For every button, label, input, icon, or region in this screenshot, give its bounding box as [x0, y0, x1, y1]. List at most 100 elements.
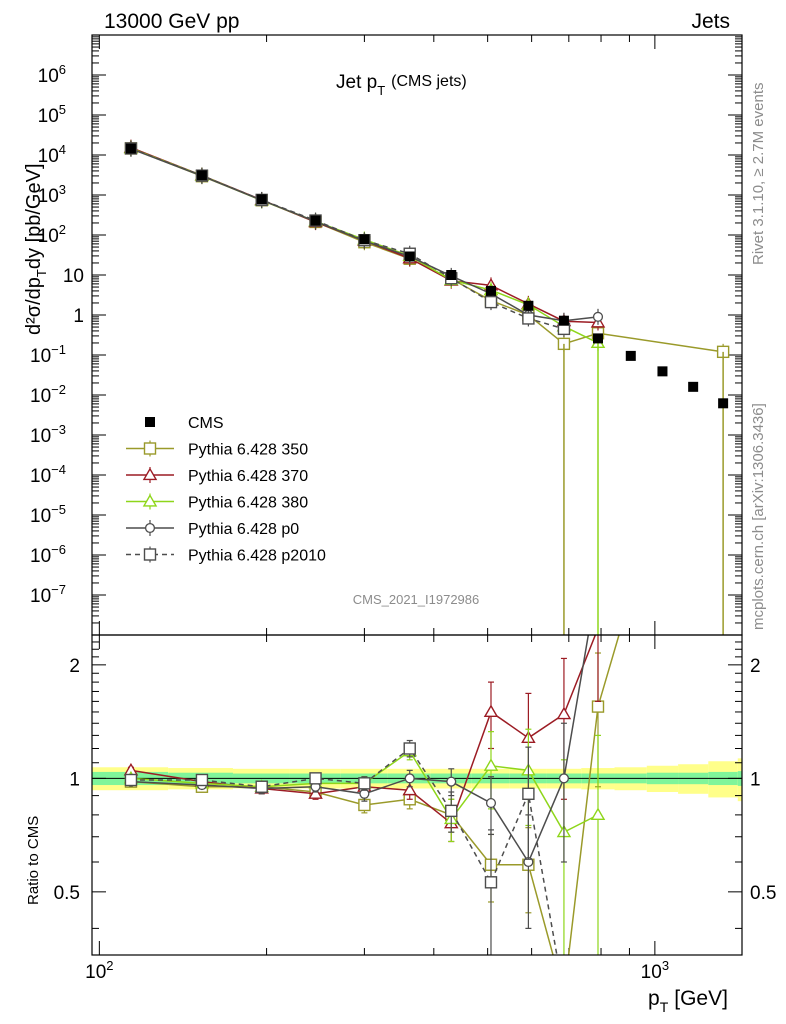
ratio-marker: [255, 780, 268, 793]
ratio-tick-label: 0.5: [54, 883, 80, 904]
mcplots-label: mcplots.cern.ch [arXiv:1306.3436]: [750, 403, 767, 630]
ratio-marker: [591, 700, 605, 713]
legend-label: Pythia 6.428 p2010: [188, 548, 326, 565]
ratio-marker: [718, 274, 729, 285]
legend-label: Pythia 6.428 370: [188, 468, 308, 485]
data-point: [125, 143, 136, 154]
ratio-marker: [485, 797, 497, 809]
legend-label: Pythia 6.428 350: [188, 442, 308, 459]
ratio-marker: [402, 782, 417, 796]
x-axis-label: pT [GeV]: [648, 987, 728, 1015]
y-tick-label: 10−5: [30, 502, 66, 527]
ratio-marker: [403, 742, 416, 755]
main-frame: [91, 34, 743, 636]
data-point: [404, 251, 415, 262]
series-line: [130, 147, 565, 330]
ratio-marker: [404, 773, 415, 784]
legend-label: CMS: [188, 415, 224, 432]
ratio-marker: [445, 804, 458, 818]
ratio-line: [130, 747, 558, 955]
data-point: [718, 398, 729, 409]
data-point: [446, 270, 457, 280]
series-marker: [592, 311, 604, 322]
y-tick-label: 106: [38, 62, 66, 87]
ratio-tick-label-right: 2: [750, 656, 761, 677]
ratio-marker: [558, 773, 569, 784]
legend-item-cms: CMS: [145, 415, 224, 432]
data-point: [310, 215, 321, 226]
data-point: [776, 433, 786, 443]
y-tick-label: 10−1: [30, 342, 66, 367]
ratio-tick-label-right: 0.5: [750, 883, 776, 904]
data-point: [657, 366, 668, 377]
rivet-label: Rivet 3.1.10, ≥ 2.7M events: [750, 83, 767, 266]
y-axis-label: d²σ/dpTdy [pb/GeV]: [23, 163, 49, 335]
y-tick-label: 10: [63, 266, 84, 287]
legend-label: Pythia 6.428 p0: [188, 521, 299, 538]
ratio-marker: [308, 786, 323, 799]
ratio-marker: [358, 777, 371, 790]
main-plot-series: [123, 139, 786, 635]
data-point: [592, 333, 603, 344]
y-tick-label: 10−3: [30, 422, 66, 447]
ratio-plot-series: [123, 274, 729, 955]
y-tick-label: 103: [38, 182, 66, 207]
legend-marker: [142, 494, 158, 507]
legend-marker: [142, 467, 158, 481]
header-left: 13000 GeV pp: [104, 10, 239, 33]
analysis-id: CMS_2021_I1972986: [353, 592, 480, 607]
ratio-marker: [195, 773, 209, 787]
ratio-marker: [483, 704, 499, 718]
ratio-tick-label-right: 1: [750, 769, 761, 790]
ratio-axis-label: Ratio to CMS: [25, 816, 42, 905]
ratio-marker: [446, 776, 457, 787]
ratio-marker: [590, 807, 606, 820]
ratio-frame: [91, 634, 743, 956]
legend: CMS Pythia 6.428 350 Pythia 6.428 370 Pythi…: [126, 415, 326, 565]
chart-title: Jet pT(CMS jets): [336, 72, 467, 98]
data-point: [625, 350, 636, 361]
legend-item: Pythia 6.428 p2010: [126, 546, 326, 565]
ratio-line: [130, 635, 620, 955]
y-tick-label: 10−6: [30, 542, 66, 567]
y-tick-label: 10−4: [30, 462, 66, 487]
data-point: [688, 381, 699, 392]
legend-marker: [143, 442, 157, 455]
y-tick-label: 1: [73, 306, 84, 327]
y-tick-label: 10−2: [30, 382, 66, 407]
ratio-marker: [124, 773, 138, 787]
legend-item: Pythia 6.428 370: [126, 467, 308, 485]
ratio-marker: [483, 758, 499, 771]
axis-ticks: 102 103 10−7 10−6 10−5 10−4 10−3 10−2 10−1 1 10 102…: [30, 35, 776, 983]
y-tick-label: 10−7: [30, 582, 66, 607]
legend-marker: [143, 548, 157, 561]
ratio-tick-label: 1: [69, 769, 80, 790]
legend-item: Pythia 6.428 350: [126, 440, 308, 459]
legend-marker: [144, 522, 156, 534]
y-tick-label: 104: [38, 142, 66, 167]
legend-item: Pythia 6.428 p0: [126, 520, 299, 538]
legend-label: Pythia 6.428 380: [188, 495, 308, 512]
legend-item: Pythia 6.428 380: [126, 493, 308, 512]
series-marker: [522, 312, 535, 325]
ratio-marker: [484, 876, 498, 889]
ratio-marker: [522, 787, 535, 800]
data-point: [196, 170, 207, 181]
series-marker: [484, 295, 498, 309]
ratio-tick-label: 2: [69, 656, 80, 677]
legend-marker: [145, 417, 155, 427]
ratio-marker: [556, 706, 572, 720]
data-point: [558, 315, 569, 326]
series-line: [130, 147, 724, 353]
x-tick-label: 102: [85, 958, 113, 983]
data-point: [523, 300, 534, 311]
data-point: [256, 194, 267, 205]
x-tick-label: 103: [641, 958, 669, 983]
y-tick-label: 105: [38, 102, 66, 127]
data-point: [359, 234, 370, 245]
ratio-marker: [309, 772, 322, 785]
y-tick-label: 102: [38, 222, 66, 247]
data-point: [485, 285, 496, 296]
header-right: Jets: [691, 10, 730, 33]
